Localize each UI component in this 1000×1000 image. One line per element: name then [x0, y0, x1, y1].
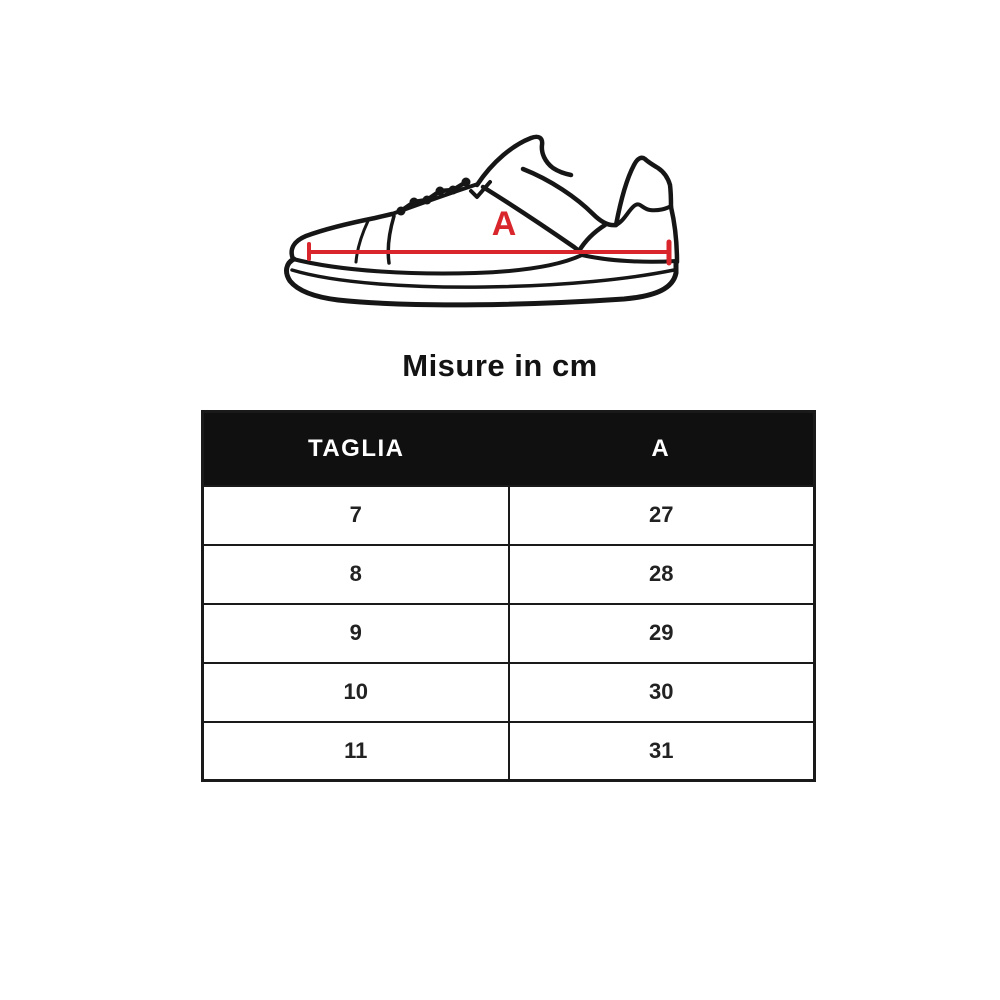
size-chart-table: TAGLIA A 7 27 8 28 9 29 10 30 11 31 — [201, 410, 816, 782]
cell-measure: 30 — [507, 661, 816, 723]
sneaker-tongue — [474, 134, 619, 228]
table-row: 7 27 — [201, 484, 816, 546]
table-header-row: TAGLIA A — [202, 411, 815, 486]
cell-size: 7 — [201, 484, 510, 546]
cell-measure: 27 — [507, 484, 816, 546]
cell-measure: 28 — [507, 543, 816, 605]
cell-size: 8 — [201, 543, 510, 605]
cell-size: 11 — [201, 720, 510, 782]
header-cell-a: A — [508, 411, 815, 486]
sneaker-heel — [613, 155, 680, 265]
header-cell-taglia: TAGLIA — [202, 411, 509, 486]
table-row: 11 31 — [201, 720, 816, 782]
page-title: Misure in cm — [402, 348, 598, 383]
measurement-line-a — [307, 239, 672, 266]
sneaker-sole — [284, 253, 679, 308]
cell-measure: 31 — [507, 720, 816, 782]
cell-size: 10 — [201, 661, 510, 723]
sneaker-measurement-diagram — [280, 112, 710, 322]
quarter-panel-seam — [480, 184, 608, 254]
measurement-label-a: A — [491, 205, 517, 243]
table-row: 9 29 — [201, 602, 816, 664]
sneaker-outline-drawing — [284, 134, 680, 308]
table-row: 8 28 — [201, 543, 816, 605]
cell-measure: 29 — [507, 602, 816, 664]
table-row: 10 30 — [201, 661, 816, 723]
sneaker-laces — [396, 177, 492, 216]
cell-size: 9 — [201, 602, 510, 664]
